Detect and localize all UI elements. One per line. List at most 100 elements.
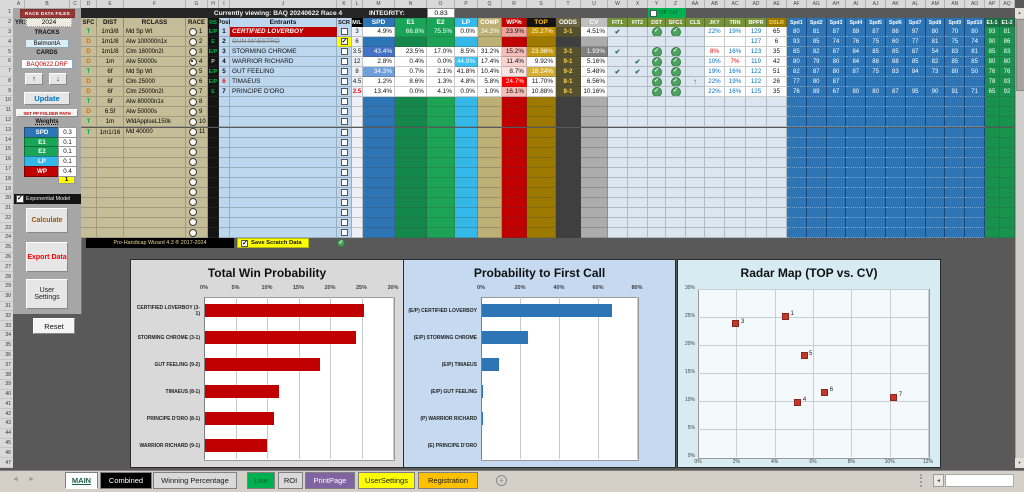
off-turf-checkbox[interactable] [650,9,657,17]
race-radio-3[interactable] [189,47,197,56]
race-radio-2[interactable] [189,37,197,46]
race-radio-9[interactable] [189,107,197,116]
cell-lp [455,228,478,239]
race-radio-4[interactable] [189,57,197,66]
scratch-checkbox[interactable] [340,68,348,76]
scratch-checkbox[interactable] [340,168,348,176]
cell-spd9: 91 [945,87,966,98]
tracks-field[interactable]: BelmontA [25,39,69,48]
race-radio-empty[interactable] [189,218,197,227]
cell-e1: 0.7% [395,67,427,78]
scratch-checkbox[interactable] [340,118,348,126]
race-radio-5[interactable] [189,67,197,76]
cell-spd4 [846,77,867,88]
scratch-checkbox[interactable] [340,188,348,196]
race-select-cell [186,137,208,148]
tab-roi[interactable]: ROI [278,472,303,489]
save-scratch-toggle[interactable]: Save Scratch Data [237,238,309,248]
tab-live[interactable]: Live [247,472,275,489]
cell-e1: 66.8% [395,27,427,38]
race-radio-empty[interactable] [189,188,197,197]
tab-usersettings[interactable]: UserSettings [358,472,415,489]
race-radio-6[interactable] [189,77,197,86]
cell-bppr: 122 [746,67,767,78]
cell-e1: 23.5% [395,47,427,58]
cell-jky [705,177,725,188]
calculate-button[interactable]: Calculate [26,208,68,233]
card-down-button[interactable]: ↓ [49,73,67,85]
race-radio-empty[interactable] [189,198,197,207]
cell-fit2 [628,127,648,138]
scratch-checkbox[interactable] [340,229,348,237]
race-radio-empty[interactable] [189,138,197,147]
scratch-checkbox[interactable] [340,158,348,166]
cell-spd4 [846,147,867,158]
tab-combined[interactable]: Combined [100,472,152,489]
scratch-checkbox[interactable] [340,218,348,226]
race-radio-empty[interactable] [189,158,197,167]
race-radio-empty[interactable] [189,228,197,237]
reset-button[interactable]: Reset [33,318,75,334]
cell-fit1: ✔ [608,47,628,58]
scratch-checkbox[interactable] [340,98,348,106]
add-sheet-button[interactable]: + [496,475,507,486]
tab-splitter-handle[interactable] [920,474,924,487]
scratch-checkbox[interactable] [340,128,348,136]
cell-spd8: 82 [925,57,946,68]
race-radio-7[interactable] [189,87,197,96]
race-radio-empty[interactable] [189,208,197,217]
horizontal-scroll-track[interactable] [945,474,1014,487]
bar [205,385,279,398]
cards-field[interactable]: BAQ0622.DRF [21,59,73,69]
tab-main[interactable]: MAIN [65,472,98,489]
cell-spd8 [925,177,946,188]
scratch-checkbox[interactable] [340,108,348,116]
tab-printpage[interactable]: PrintPage [305,472,355,489]
cell-e1 [395,167,427,178]
vertical-scrollbar[interactable] [1015,8,1024,468]
tab-scroll-left-icon[interactable]: ◄ [12,476,19,483]
weight-value-wp[interactable]: 0.4 [58,165,77,177]
cell-spd4 [846,167,867,178]
cell-spd8 [925,228,946,239]
exponential-model-toggle[interactable]: Exponential Model [14,194,84,204]
card-up-button[interactable]: ↑ [25,73,43,85]
user-settings-button[interactable]: User Settings [26,279,68,309]
scroll-up-arrow[interactable]: ▲ [1015,8,1024,18]
exponential-model-checkbox[interactable] [16,194,24,203]
scratch-checkbox[interactable] [340,88,348,96]
race-radio-1[interactable] [189,27,197,36]
race-radio-empty[interactable] [189,168,197,177]
off-turf-toggle[interactable]: Off Turf [648,8,686,18]
scratch-checkbox[interactable] [340,198,348,206]
cell-race-class: Alw 100000n1x [124,37,186,48]
scratch-checkbox[interactable] [340,208,348,216]
update-button[interactable]: Update [24,92,70,105]
race-radio-11[interactable] [189,128,197,137]
cell-e1-2 [1000,177,1015,188]
race-radio-8[interactable] [189,97,197,106]
scroll-down-arrow[interactable]: ▼ [1015,458,1024,468]
race-radio-empty[interactable] [189,178,197,187]
scratch-checkbox[interactable] [340,37,348,46]
scratch-checkbox[interactable] [340,48,348,56]
tab-winning-percentage[interactable]: Winning Percentage [153,472,237,489]
tab-registration[interactable]: Registration [418,472,478,489]
race-radio-10[interactable] [189,117,197,126]
race-radio-empty[interactable] [189,148,197,157]
scratch-checkbox[interactable] [340,58,348,66]
scratch-checkbox[interactable] [340,138,348,146]
column-header-cv: CV [581,18,608,27]
scratch-checkbox[interactable] [340,28,348,36]
export-data-button[interactable]: Export Data [26,242,68,272]
scratch-checkbox[interactable] [340,148,348,156]
scratch-checkbox[interactable] [340,178,348,186]
entrant-name: GUN MAESTRO [230,37,337,48]
vertical-scroll-thumb[interactable] [1016,19,1024,91]
tab-scroll-right-icon[interactable]: ► [28,476,35,483]
hscroll-left-arrow[interactable]: ◄ [933,474,944,487]
set-pp-folder-button[interactable]: SET PP FOLDER PATH [16,109,78,117]
year-field[interactable]: 2024 [26,18,72,27]
save-scratch-checkbox[interactable] [241,239,248,247]
scratch-checkbox[interactable] [340,78,348,86]
